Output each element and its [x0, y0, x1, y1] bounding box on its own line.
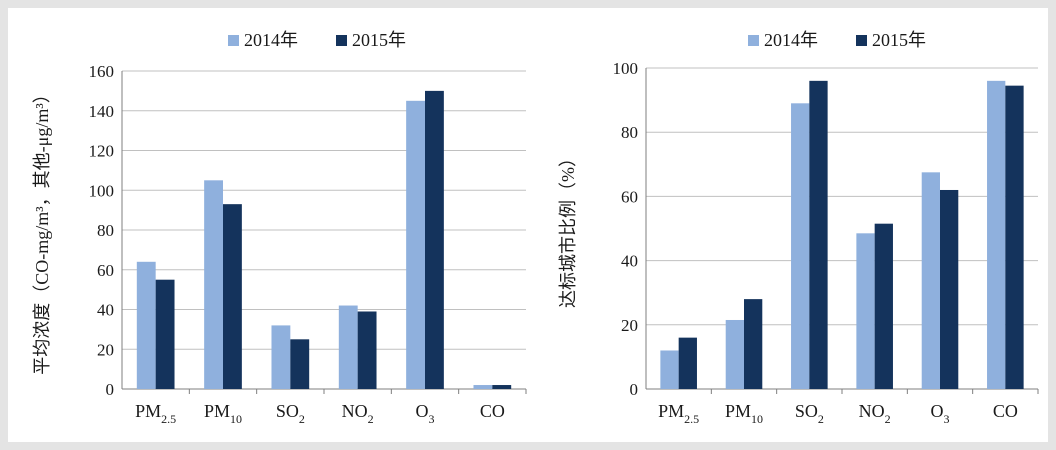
chart-1: 0 20 40 60 80 100 120 140 160 PM2.5 PM10 SO2 NO2 O3 CO… — [32, 30, 527, 426]
legend-swatch — [228, 35, 239, 46]
legend-label: 2015年 — [872, 30, 926, 50]
bar-2015-pm10 — [223, 204, 242, 389]
bar-2015-co — [1005, 85, 1024, 389]
y-tick-label: 100 — [89, 181, 115, 200]
y-tick-label: 120 — [89, 142, 115, 161]
legend-swatch — [856, 35, 867, 46]
x-tick-label: PM2.5 — [135, 401, 176, 426]
y-tick-label: 60 — [621, 187, 638, 206]
y-axis-label: 达标城市比例（%） — [558, 149, 578, 308]
y-tick-label: 80 — [97, 221, 114, 240]
y-tick-label: 40 — [621, 252, 638, 271]
x-tick-label: NO2 — [859, 401, 891, 426]
y-tick-label: 140 — [89, 102, 115, 121]
y-tick-label: 80 — [621, 123, 638, 142]
bar-2014-no2 — [856, 233, 875, 389]
bar-2015-so2 — [809, 80, 828, 389]
bar-2014-pm10 — [204, 180, 223, 389]
y-tick-label: 100 — [613, 59, 639, 78]
bar-2014-so2 — [791, 103, 810, 389]
bar-2014-pm25 — [660, 350, 679, 389]
x-tick-label: PM10 — [204, 401, 242, 426]
bar-2014-co — [473, 385, 493, 389]
x-tick-label: SO2 — [795, 401, 824, 426]
bar-2015-o3 — [940, 189, 959, 389]
y-tick-label: 160 — [89, 62, 115, 81]
x-tick-label: CO — [480, 401, 505, 421]
x-tick-label: O3 — [416, 401, 435, 426]
legend-label: 2015年 — [352, 30, 406, 50]
legend-label: 2014年 — [244, 30, 298, 50]
x-tick-label: O3 — [931, 401, 950, 426]
charts-svg: 0 20 40 60 80 100 120 140 160 PM2.5 PM10 SO2 NO2 O3 CO… — [32, 30, 1039, 426]
bar-2014-co — [987, 80, 1006, 389]
bar-2014-pm25 — [136, 261, 156, 389]
figure-frame: 0 20 40 60 80 100 120 140 160 PM2.5 PM10 SO2 NO2 O3 CO… — [8, 8, 1048, 442]
y-axis-label: 平均浓度（CO-mg/m³，其他-μg/m³） — [32, 85, 52, 374]
bar-2014-pm10 — [725, 319, 744, 389]
bar-2015-o3 — [425, 90, 444, 389]
bar-2014-no2 — [338, 305, 358, 389]
x-tick-label: NO2 — [342, 401, 374, 426]
legend-label: 2014年 — [764, 30, 818, 50]
bar-2014-o3 — [406, 100, 425, 389]
bar-2015-no2 — [874, 223, 893, 389]
bar-2015-pm25 — [155, 279, 175, 389]
y-tick-label: 60 — [97, 261, 114, 280]
chart-2: 0 20 40 60 80 100 PM2.5 PM10 SO2 NO2 O3 CO 达标城市比例（%）… — [558, 30, 1039, 426]
legend: 2014年 2015年 — [228, 30, 406, 50]
y-tick-label: 0 — [106, 380, 115, 399]
x-tick-label: CO — [993, 401, 1018, 421]
legend: 2014年 2015年 — [748, 30, 926, 50]
x-tick-label: PM2.5 — [658, 401, 699, 426]
legend-swatch — [336, 35, 347, 46]
bar-2015-no2 — [357, 311, 377, 389]
bar-2015-so2 — [290, 339, 310, 389]
y-tick-label: 20 — [97, 340, 114, 359]
y-tick-label: 0 — [630, 380, 639, 399]
bar-2014-o3 — [921, 172, 940, 389]
y-tick-label: 40 — [97, 301, 114, 320]
bar-2015-co — [492, 385, 512, 389]
bar-2015-pm10 — [744, 299, 763, 389]
y-tick-label: 20 — [621, 316, 638, 335]
bar-2014-so2 — [271, 325, 291, 389]
x-tick-label: SO2 — [276, 401, 305, 426]
x-tick-label: PM10 — [725, 401, 763, 426]
bar-2015-pm25 — [678, 337, 697, 389]
legend-swatch — [748, 35, 759, 46]
